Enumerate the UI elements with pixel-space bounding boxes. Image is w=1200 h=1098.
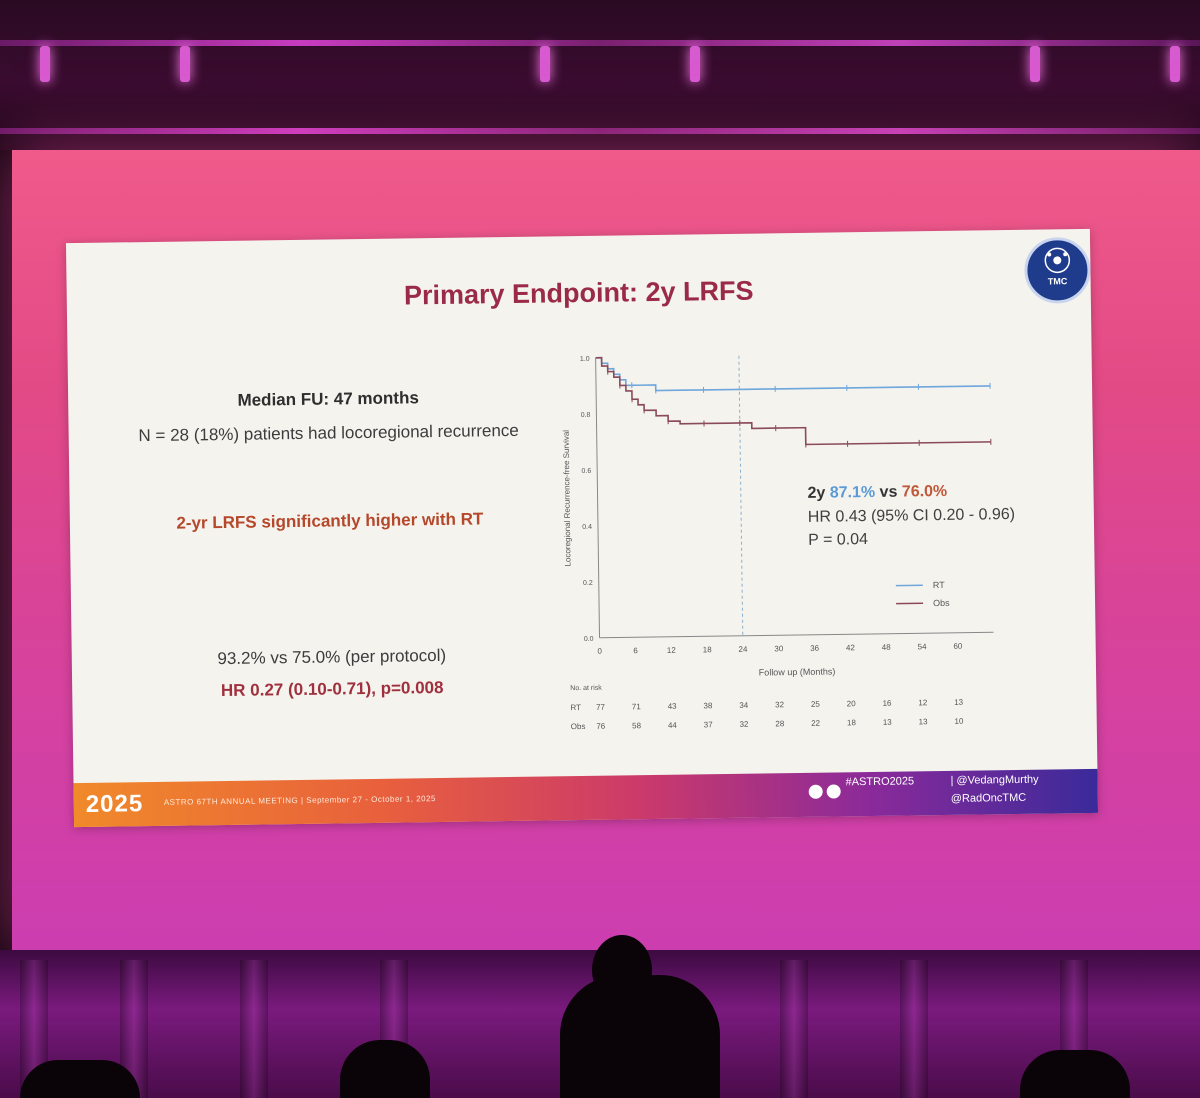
risk-table-cell: 77 [596,703,606,712]
institution-logo: TMC [1023,236,1091,304]
slide-title: Primary Endpoint: 2y LRFS [403,275,754,311]
risk-table-cell: 43 [668,702,678,711]
y-tick-label: 0.2 [583,580,593,587]
risk-table-cell: 32 [775,700,785,709]
stat-prefix: 2y [807,484,826,502]
reference-line-24-months [738,355,744,636]
legend-label: Obs [933,598,950,608]
risk-table-row-label: RT [570,703,581,712]
per-protocol-result: 93.2% vs 75.0% (per protocol) [217,645,447,669]
risk-table-header: No. at risk [570,685,602,692]
risk-table-cell: 58 [632,721,642,730]
y-axis [595,357,601,638]
risk-table-cell: 71 [632,702,642,711]
footer-event: ASTRO 67TH ANNUAL MEETING | September 27… [163,794,437,807]
audience-head [592,935,652,1005]
risk-table-cell: 76 [596,722,606,731]
risk-table-cell: 38 [703,701,713,710]
footer-year: 2025 [85,790,144,818]
x-axis-label: Follow up (Months) [759,666,836,677]
logo-text: TMC [1047,276,1068,287]
curtain-fold [240,960,268,1098]
stage-light [540,46,550,82]
risk-table-cell: 44 [668,721,678,730]
curtain-fold [900,960,928,1098]
two-year-lrfs-stat: 2y 87.1% vs 76.0% [807,483,947,503]
risk-table-cell: 25 [811,700,821,709]
median-followup: Median FU: 47 months [237,388,419,410]
risk-table-cell: 37 [704,720,714,729]
curtain-fold [780,960,808,1098]
x-tick-label: 42 [846,643,856,652]
y-axis-label: Locoregional Recurrence-free Survival [562,430,573,567]
stage-light [1030,46,1040,82]
x-tick-label: 36 [810,644,820,653]
stage-light [1170,46,1180,82]
risk-table-row-label: Obs [571,722,586,731]
series-line-rt [595,356,991,392]
x-tick-label: 54 [918,642,928,651]
y-tick-label: 0.4 [582,524,592,531]
per-protocol-hazard-ratio: HR 0.27 (0.10-0.71), p=0.008 [220,677,444,701]
risk-table-cell: 34 [739,701,749,710]
stage-light [180,46,190,82]
kaplan-meier-chart: 0.0 0.2 0.4 0.6 0.8 1.0 0 6 12 18 24 30 36 42 48 54 60 Fo… [562,355,994,731]
p-value-stat: P = 0.04 [808,531,869,549]
audience-silhouette [20,1060,140,1098]
stage-light [40,46,50,82]
risk-table-cell: 28 [775,719,785,728]
footer-handle: @RadOncTMC [950,791,1027,805]
footer-hashtag: #ASTRO2025 [845,775,915,789]
x-tick-label: 6 [633,646,638,655]
linkedin-social-icon [826,784,841,799]
x-social-icon [808,784,823,799]
ceiling [0,0,1200,150]
audience-silhouette [1020,1050,1130,1098]
risk-table-cell: 32 [740,720,750,729]
x-tick-label: 18 [703,645,713,654]
x-tick-label: 0 [597,647,602,656]
series-line-obs [595,356,991,446]
x-tick-label: 60 [953,642,963,651]
risk-table-cell: 20 [847,699,857,708]
y-tick-label: 0.6 [581,468,591,475]
legend-label: RT [933,580,945,590]
lighting-truss [0,40,1200,46]
lrfs-claim: 2-yr LRFS significantly higher with RT [176,509,484,533]
risk-table-cell: 10 [954,717,964,726]
risk-table-cell: 13 [919,717,929,726]
stat-rt-value: 87.1% [829,483,876,502]
logo-emblem-icon [1044,247,1071,274]
y-tick-label: 0.8 [581,412,591,419]
recurrence-count: N = 28 (18%) patients had locoregional r… [138,420,519,446]
hazard-ratio-stat: HR 0.43 (95% CI 0.20 - 0.96) [807,505,1016,526]
y-tick-label: 1.0 [580,356,590,363]
risk-table-cell: 18 [847,718,857,727]
risk-table-cell: 16 [883,699,893,708]
x-tick-label: 24 [738,645,748,654]
footer-handle: | @VedangMurthy [950,773,1039,787]
risk-table-cell: 12 [918,698,928,707]
x-tick-label: 48 [882,643,892,652]
x-axis [599,631,994,639]
stat-vs: vs [879,483,898,501]
stat-obs-value: 76.0% [901,482,948,501]
presentation-slide: Primary Endpoint: 2y LRFS TMC Median FU:… [65,228,1099,828]
lighting-truss [0,128,1200,134]
risk-table-cell: 22 [811,719,821,728]
x-tick-label: 12 [667,646,677,655]
y-tick-label: 0.0 [584,636,594,643]
x-tick-label: 30 [774,644,784,653]
risk-table-cell: 13 [954,698,964,707]
audience-silhouette [340,1040,430,1098]
stage-light [690,46,700,82]
risk-table-cell: 13 [883,718,893,727]
